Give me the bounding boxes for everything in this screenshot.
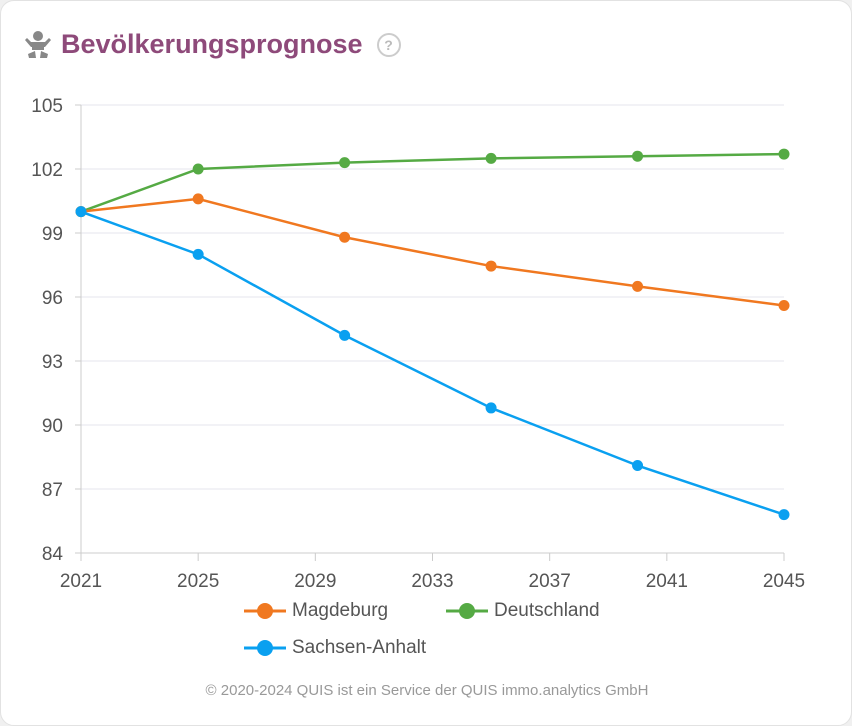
help-icon[interactable]: ? [376,32,401,57]
y-tick-label: 93 [42,352,63,373]
baby-icon [25,30,51,58]
legend-label: Magdeburg [292,600,389,621]
chart-header: Bevölkerungsprognose ? [25,29,401,60]
data-point-deutschland [485,152,497,164]
y-tick-label: 105 [31,96,63,117]
data-point-magdeburg [485,260,497,272]
data-point-deutschland [339,157,351,169]
x-tick-label: 2041 [646,571,688,592]
x-tick-label: 2033 [411,571,453,592]
data-point-deutschland [632,150,644,162]
x-tick-label: 2029 [294,571,336,592]
y-tick-label: 90 [42,416,63,437]
footer-copyright: © 2020-2024 QUIS ist ein Service der QUI… [205,682,649,699]
x-tick-label: 2045 [763,571,805,592]
y-tick-label: 96 [42,288,63,309]
y-tick-label: 84 [42,544,64,565]
data-point-sachsen-anhalt [75,206,87,218]
data-point-sachsen-anhalt [192,248,204,260]
y-tick-label: 102 [31,160,63,181]
x-tick-label: 2021 [60,571,102,592]
data-point-sachsen-anhalt [778,509,790,521]
series-line-magdeburg [80,197,785,307]
data-point-deutschland [778,148,790,160]
series-line-sachsen-anhalt [80,210,785,516]
y-tick-label: 99 [42,224,63,245]
data-point-sachsen-anhalt [632,460,644,472]
legend-item-deutschland[interactable]: Deutschland [446,600,600,622]
data-point-sachsen-anhalt [339,329,351,341]
legend-marker-magdeburg [244,603,286,619]
legend-label: Sachsen-Anhalt [292,637,427,658]
series-line-deutschland [80,152,785,213]
legend-marker-deutschland [446,603,488,619]
x-tick-label: 2025 [177,571,219,592]
data-point-deutschland [192,163,204,175]
x-tick-label: 2037 [529,571,571,592]
legend-marker-sachsen-anhalt [244,640,286,656]
legend-item-magdeburg[interactable]: Magdeburg [244,600,388,622]
data-point-magdeburg [339,231,351,243]
y-tick-label: 87 [42,480,63,501]
data-point-sachsen-anhalt [485,402,497,414]
legend-label: Deutschland [494,600,600,621]
data-point-magdeburg [192,193,204,205]
data-point-magdeburg [778,300,790,312]
chart-title: Bevölkerungsprognose [61,29,363,59]
legend-item-sachsen-anhalt[interactable]: Sachsen-Anhalt [244,637,426,659]
data-point-magdeburg [632,280,644,292]
line-chart: 105 102 99 96 93 90 87 84 2021 2025 2029 2033 2037 20… [31,96,805,592]
